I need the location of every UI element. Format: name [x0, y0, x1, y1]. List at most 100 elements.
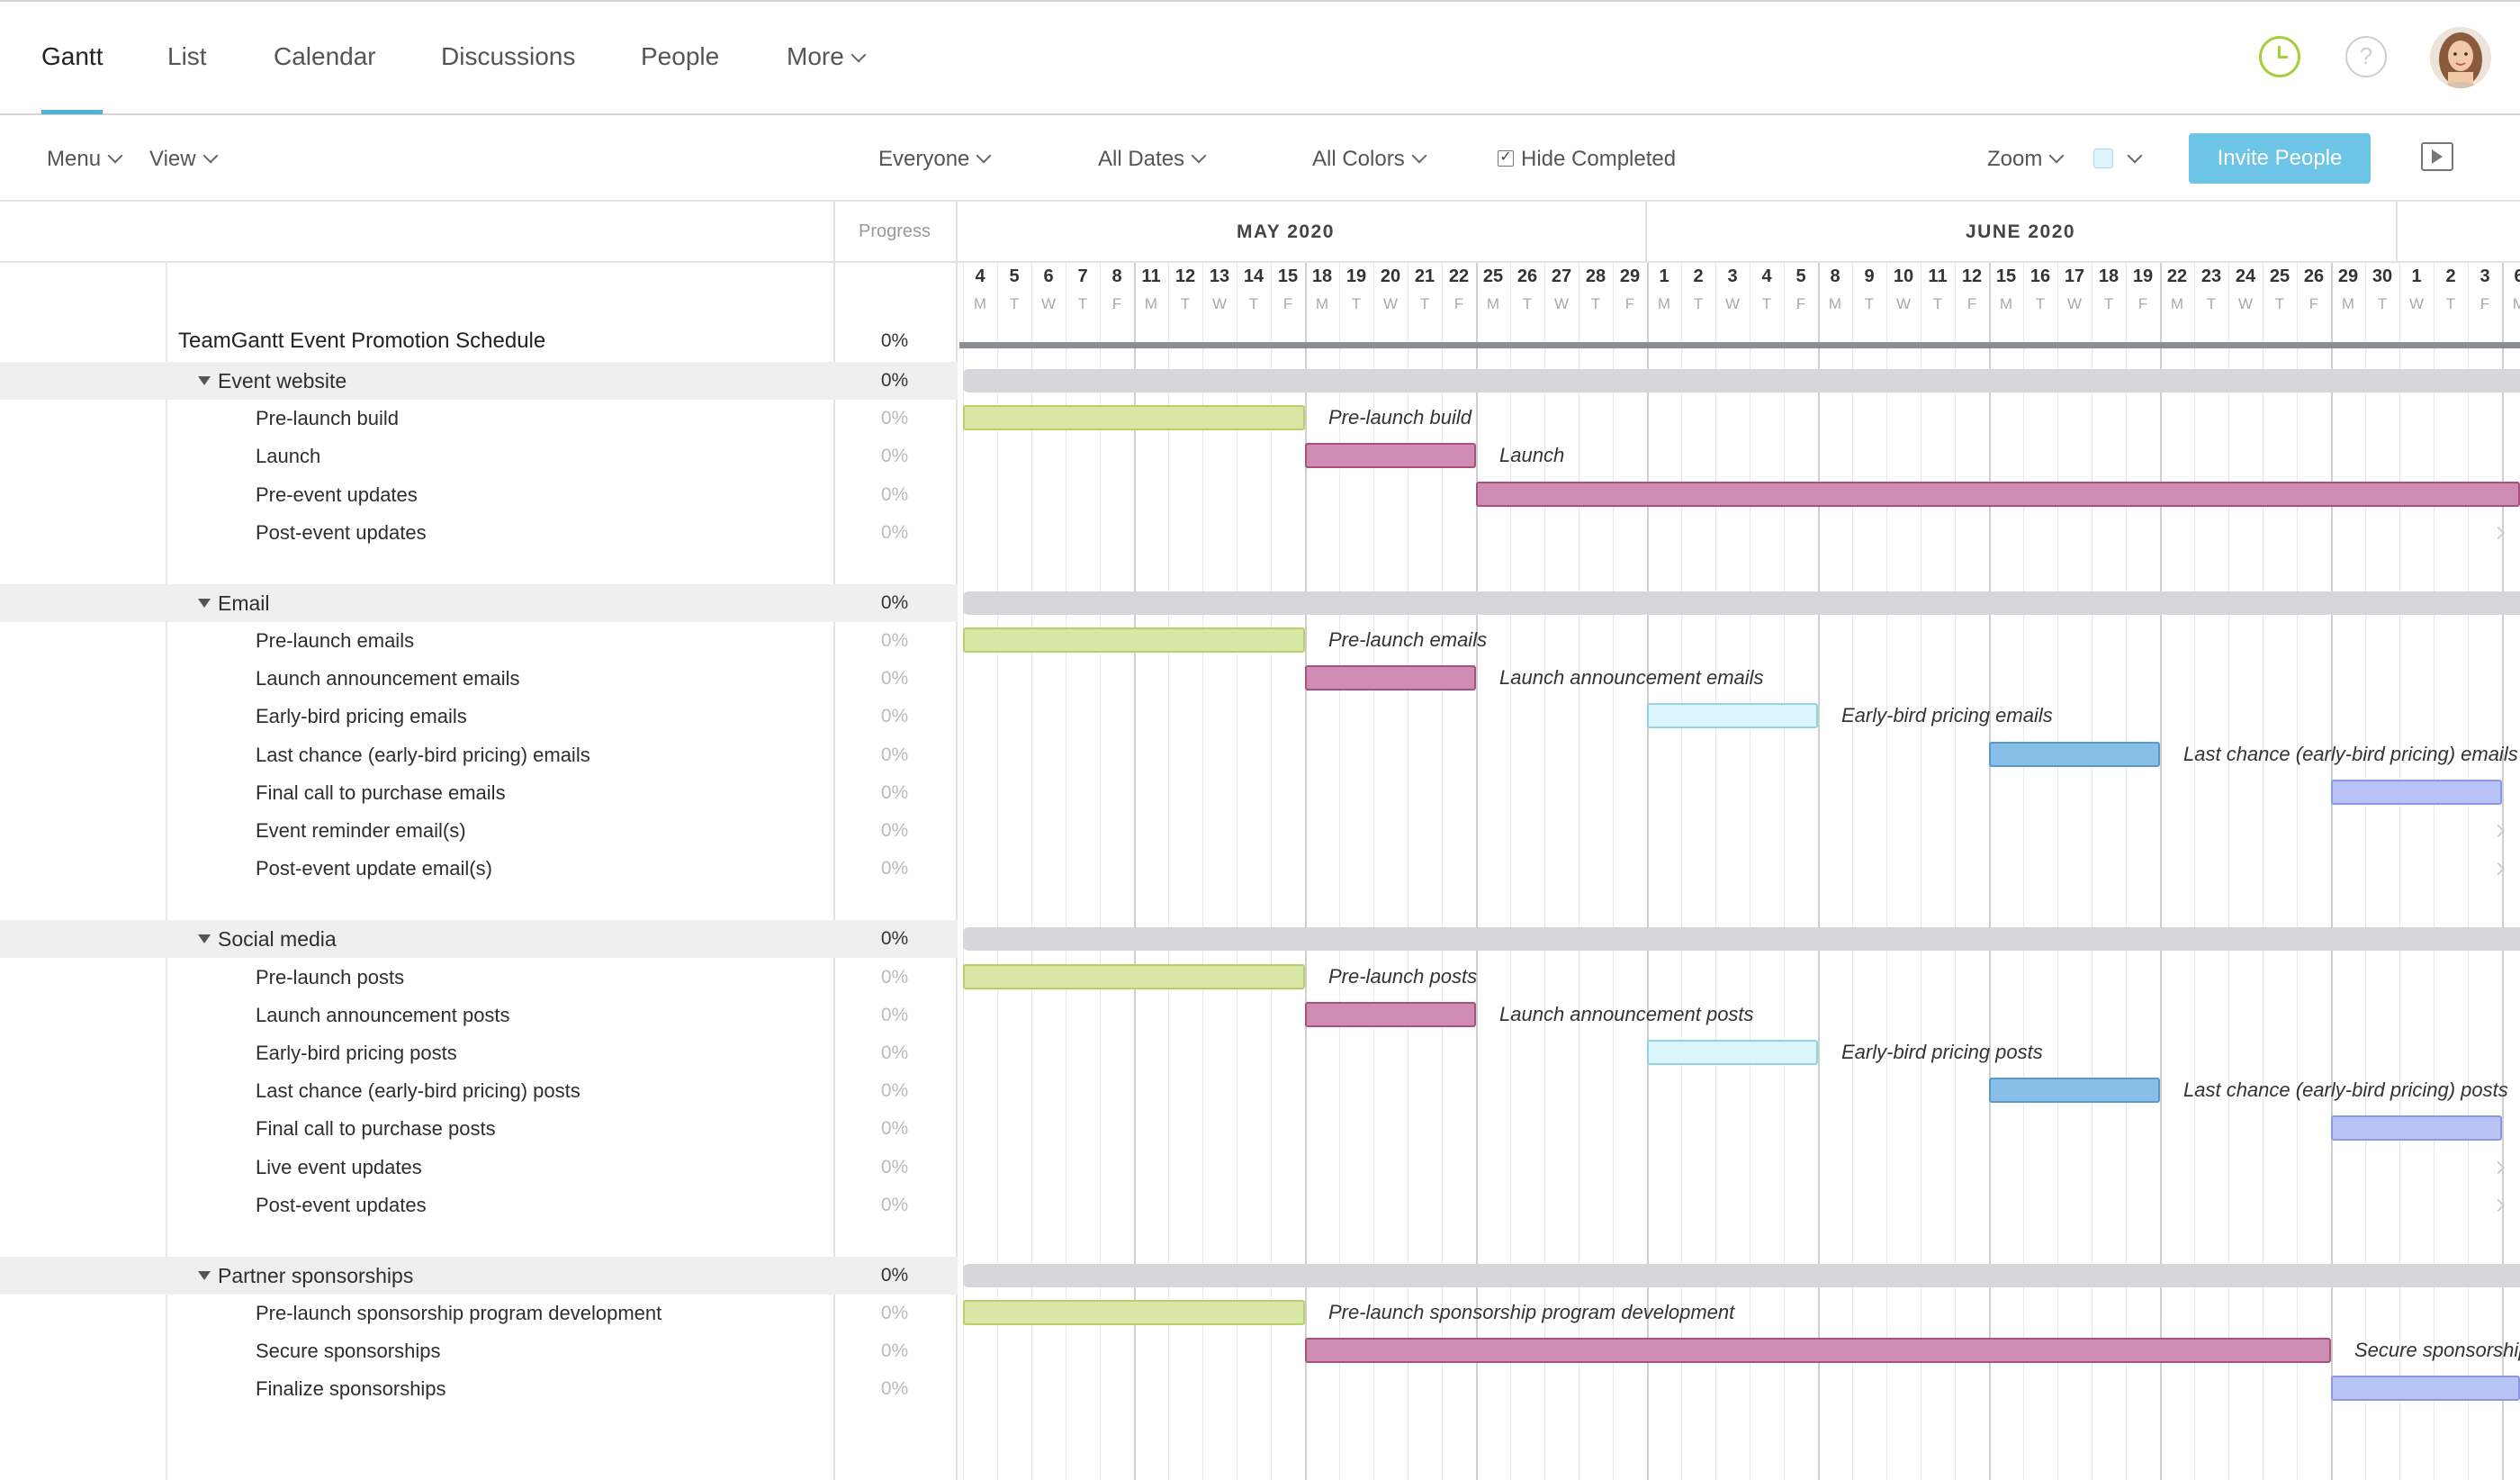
group-summary-bar[interactable]: [963, 1264, 2520, 1287]
day-number: 4: [1761, 266, 1772, 286]
invite-people-button[interactable]: Invite People: [2189, 133, 2371, 184]
group-summary-bar[interactable]: [963, 369, 2520, 393]
day-number: 2: [2445, 266, 2456, 286]
task-bar[interactable]: [1989, 742, 2160, 767]
task-bar[interactable]: [1989, 1078, 2160, 1103]
day-gridline: [1544, 263, 1545, 1480]
group-name[interactable]: Social media: [218, 927, 337, 951]
task-bar-label: Early-bird pricing posts: [1841, 1041, 2043, 1063]
day-letter: W: [2066, 295, 2083, 312]
help-icon[interactable]: ?: [2345, 36, 2387, 77]
task-name[interactable]: Launch announcement posts: [256, 1004, 510, 1026]
all-dates-filter[interactable]: All Dates: [1098, 146, 1207, 173]
task-name[interactable]: Post-event updates: [256, 1194, 427, 1216]
view-label: View: [149, 147, 196, 171]
task-name[interactable]: Last chance (early-bird pricing) posts: [256, 1079, 580, 1102]
day-letter: F: [2480, 295, 2490, 312]
group-name[interactable]: Partner sponsorships: [218, 1264, 414, 1287]
task-name[interactable]: Pre-launch build: [256, 407, 399, 429]
day-number: 5: [1009, 266, 1020, 286]
tab-gantt[interactable]: Gantt: [41, 42, 104, 70]
all-colors-filter[interactable]: All Colors: [1312, 146, 1427, 173]
tab-calendar[interactable]: Calendar: [274, 42, 376, 70]
task-name[interactable]: Finalize sponsorships: [256, 1377, 446, 1400]
task-name[interactable]: Pre-launch posts: [256, 966, 405, 988]
task-bar[interactable]: [1305, 443, 1476, 468]
day-number: 21: [1414, 266, 1436, 286]
day-letter: T: [2445, 295, 2456, 312]
task-bar[interactable]: [1305, 1002, 1476, 1027]
task-progress: 0%: [880, 1303, 909, 1323]
collapse-triangle-icon[interactable]: [198, 599, 211, 608]
task-name[interactable]: Post-event updates: [256, 521, 427, 544]
task-name[interactable]: Pre-launch emails: [256, 629, 415, 652]
tab-list[interactable]: List: [167, 42, 207, 70]
view-dropdown[interactable]: View: [149, 146, 219, 173]
task-name[interactable]: Launch announcement emails: [256, 667, 520, 690]
task-bar-label: Pre-launch build: [1328, 406, 1472, 429]
task-name[interactable]: Early-bird pricing posts: [256, 1042, 457, 1064]
collapse-triangle-icon[interactable]: [198, 376, 211, 385]
group-summary-bar[interactable]: [963, 591, 2520, 615]
task-name[interactable]: Event reminder email(s): [256, 819, 466, 842]
task-name[interactable]: Early-bird pricing emails: [256, 705, 467, 727]
task-bar[interactable]: [2331, 780, 2502, 805]
task-name[interactable]: Pre-event updates: [256, 483, 418, 506]
collapse-triangle-icon[interactable]: [198, 1271, 211, 1280]
task-bar[interactable]: [1647, 1040, 1818, 1065]
task-name[interactable]: Last chance (early-bird pricing) emails: [256, 744, 590, 766]
time-tracking-clock-icon[interactable]: [2259, 36, 2300, 77]
day-letter: T: [1009, 295, 1020, 312]
day-letter: M: [2341, 295, 2355, 312]
day-number: 4: [975, 266, 986, 286]
day-gridline: [1339, 263, 1340, 1480]
day-letter: T: [1864, 295, 1875, 312]
task-name[interactable]: Secure sponsorships: [256, 1340, 441, 1362]
task-name[interactable]: Launch: [256, 445, 321, 467]
task-name[interactable]: Live event updates: [256, 1156, 422, 1178]
group-summary-bar[interactable]: [963, 927, 2520, 951]
group-name[interactable]: Email: [218, 591, 270, 615]
tab-more[interactable]: More: [787, 36, 867, 81]
task-bar[interactable]: [1305, 665, 1476, 690]
group-name[interactable]: Event website: [218, 369, 347, 393]
project-summary-bar[interactable]: [959, 342, 2520, 348]
day-gridline: [2365, 263, 2366, 1480]
day-gridline: [1202, 263, 1203, 1480]
task-progress: 0%: [880, 1195, 909, 1215]
day-number: 30: [2372, 266, 2393, 286]
task-name[interactable]: Post-event update email(s): [256, 857, 492, 880]
checkbox-checked-icon[interactable]: ✓: [1498, 149, 1514, 167]
color-picker[interactable]: [2093, 146, 2143, 173]
day-letter: T: [1351, 295, 1362, 312]
presentation-play-icon[interactable]: [2421, 142, 2453, 171]
task-name[interactable]: Pre-launch sponsorship program developme…: [256, 1302, 662, 1324]
task-bar[interactable]: [963, 627, 1305, 653]
task-bar[interactable]: [963, 964, 1305, 989]
tab-people[interactable]: People: [641, 42, 720, 70]
task-bar[interactable]: [963, 1300, 1305, 1325]
more-label: More: [787, 42, 844, 70]
month-divider: [2396, 202, 2398, 263]
zoom-dropdown[interactable]: Zoom: [1987, 146, 2065, 173]
task-bar[interactable]: [2331, 1115, 2502, 1141]
hide-completed-toggle[interactable]: ✓ Hide Completed: [1498, 146, 1676, 173]
day-letter: M: [1657, 295, 1671, 312]
user-avatar[interactable]: [2430, 27, 2491, 88]
task-bar[interactable]: [2331, 1376, 2520, 1401]
day-letter: T: [1693, 295, 1704, 312]
day-number: 22: [1448, 266, 1470, 286]
day-letter: M: [1315, 295, 1329, 312]
task-bar[interactable]: [1647, 703, 1818, 728]
task-name[interactable]: Final call to purchase posts: [256, 1117, 496, 1140]
collapse-triangle-icon[interactable]: [198, 934, 211, 943]
task-bar[interactable]: [1305, 1338, 2331, 1363]
menu-dropdown[interactable]: Menu: [47, 146, 123, 173]
task-bar[interactable]: [1476, 482, 2520, 507]
task-bar[interactable]: [963, 405, 1305, 430]
day-letter: T: [2206, 295, 2217, 312]
task-name[interactable]: Final call to purchase emails: [256, 781, 506, 804]
day-gridline: [1134, 263, 1136, 1480]
everyone-filter[interactable]: Everyone: [878, 146, 992, 173]
tab-discussions[interactable]: Discussions: [441, 42, 576, 70]
